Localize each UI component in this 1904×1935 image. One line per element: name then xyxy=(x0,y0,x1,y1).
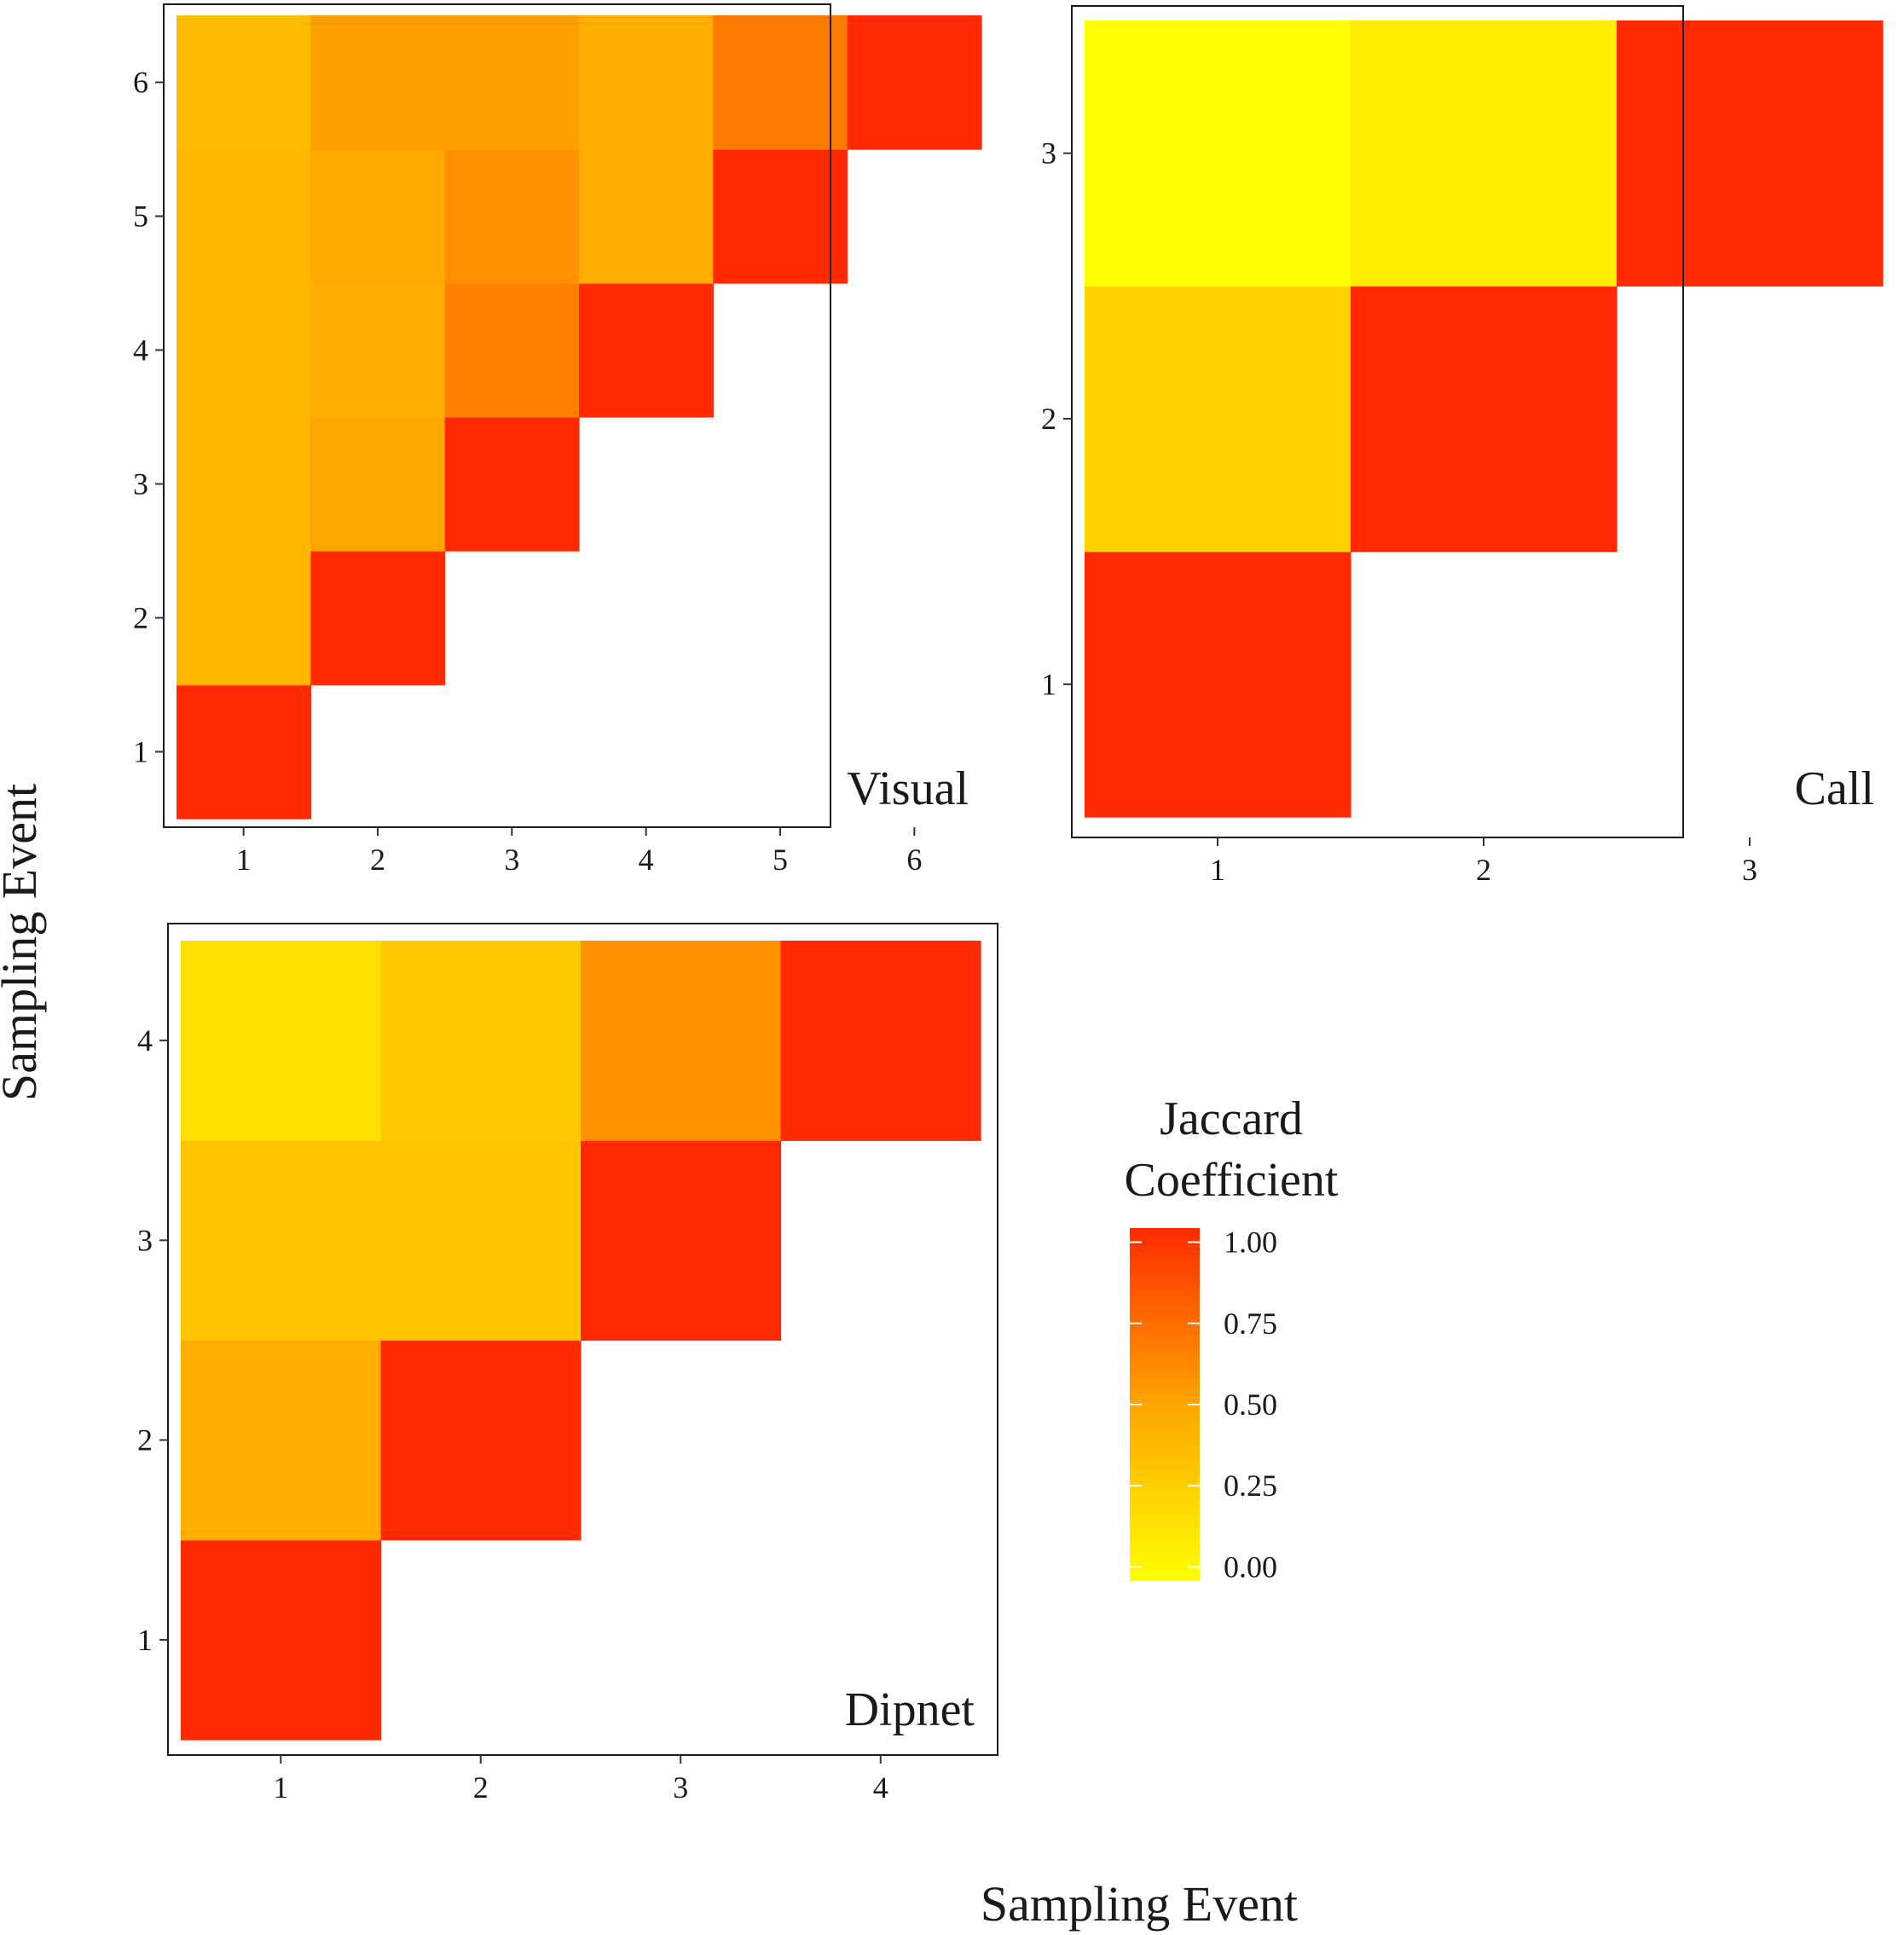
legend-label-0.00: 0.00 xyxy=(1224,1550,1277,1584)
ytick-label-dipnet-2: 2 xyxy=(137,1423,153,1457)
cell-visual-3-6 xyxy=(444,15,580,150)
xtick-label-dipnet-4: 4 xyxy=(873,1770,888,1805)
cell-visual-3-3 xyxy=(444,417,580,552)
panel-label-dipnet: Dipnet xyxy=(845,1683,975,1736)
panel-border-call xyxy=(1071,5,1684,838)
xtick-label-visual-1: 1 xyxy=(236,843,252,877)
cell-visual-5-6 xyxy=(713,15,848,150)
cell-call-2-3 xyxy=(1351,20,1618,287)
cell-visual-6-6 xyxy=(847,15,982,150)
legend-label-1.00: 1.00 xyxy=(1224,1225,1277,1260)
panel-dipnet: 1 2 3 4 1 2 3 4 Dipnet xyxy=(137,923,998,1805)
legend-label-0.75: 0.75 xyxy=(1224,1306,1277,1341)
cell-visual-3-5 xyxy=(444,149,580,284)
cell-visual-1-6 xyxy=(177,15,311,150)
cell-dipnet-2-3 xyxy=(380,1140,582,1341)
cell-visual-2-2 xyxy=(310,551,446,686)
legend-label-0.50: 0.50 xyxy=(1224,1388,1277,1422)
ytick-label-visual-6: 6 xyxy=(133,66,148,100)
legend-label-0.25: 0.25 xyxy=(1224,1469,1277,1503)
cell-dipnet-1-4 xyxy=(181,941,382,1141)
cell-visual-3-4 xyxy=(444,283,580,418)
cell-dipnet-1-2 xyxy=(181,1340,382,1541)
cell-dipnet-1-1 xyxy=(181,1539,382,1741)
ytick-label-visual-3: 3 xyxy=(133,467,148,501)
y-axis-title: Sampling Event xyxy=(0,784,47,1101)
panel-call: 1 2 3 1 2 3 Call xyxy=(1041,5,1884,887)
ytick-label-dipnet-4: 4 xyxy=(137,1023,153,1057)
cell-dipnet-2-4 xyxy=(380,941,582,1141)
legend-title-line1: Jaccard xyxy=(1160,1092,1303,1145)
cell-dipnet-3-3 xyxy=(581,1140,782,1341)
xtick-label-call-1: 1 xyxy=(1210,853,1225,887)
cell-visual-1-3 xyxy=(177,417,311,552)
xtick-label-dipnet-3: 3 xyxy=(673,1770,688,1805)
cell-dipnet-2-2 xyxy=(380,1340,582,1541)
cell-visual-4-5 xyxy=(579,149,714,284)
cell-visual-1-4 xyxy=(177,283,311,418)
cell-visual-1-2 xyxy=(177,551,311,686)
xtick-label-call-3: 3 xyxy=(1742,853,1757,887)
cell-visual-2-5 xyxy=(310,149,446,284)
cell-visual-2-3 xyxy=(310,417,446,552)
legend-title-line2: Coefficient xyxy=(1125,1154,1339,1207)
ytick-label-call-1: 1 xyxy=(1041,667,1056,701)
panel-border-dipnet xyxy=(167,923,998,1756)
cell-call-1-3 xyxy=(1085,20,1351,287)
cell-visual-4-4 xyxy=(579,283,714,418)
xtick-label-visual-2: 2 xyxy=(370,843,385,877)
ytick-label-dipnet-3: 3 xyxy=(137,1223,153,1257)
xtick-label-visual-3: 3 xyxy=(504,843,519,877)
xtick-label-dipnet-2: 2 xyxy=(473,1770,489,1805)
ytick-label-visual-2: 2 xyxy=(133,601,148,635)
ytick-label-dipnet-1: 1 xyxy=(137,1623,153,1657)
xtick-label-visual-4: 4 xyxy=(639,843,654,877)
panel-visual: 1 2 3 4 5 6 1 2 3 4 5 6 Visual xyxy=(133,3,982,877)
cell-call-1-2 xyxy=(1085,286,1351,553)
cell-visual-4-6 xyxy=(579,15,714,150)
cell-visual-2-4 xyxy=(310,283,446,418)
panel-border-visual xyxy=(163,3,831,828)
ytick-label-visual-1: 1 xyxy=(133,735,148,769)
xtick-label-visual-6: 6 xyxy=(906,843,922,877)
cell-call-2-2 xyxy=(1351,286,1618,553)
xtick-label-dipnet-1: 1 xyxy=(273,1770,288,1805)
panel-label-visual: Visual xyxy=(847,762,969,815)
ytick-label-call-3: 3 xyxy=(1041,136,1056,171)
cell-visual-2-6 xyxy=(310,15,446,150)
cell-visual-5-5 xyxy=(713,149,848,284)
cell-call-3-3 xyxy=(1617,20,1884,287)
ytick-label-visual-4: 4 xyxy=(133,333,148,368)
xtick-label-visual-5: 5 xyxy=(773,843,788,877)
legend-ticks: 1.00 0.75 0.50 0.25 0.00 xyxy=(1130,1225,1277,1584)
panel-label-call: Call xyxy=(1795,762,1874,815)
legend: Jaccard Coefficient 1.00 0.75 0.50 0.25 0.00 xyxy=(1125,1092,1339,1584)
cell-dipnet-3-4 xyxy=(581,941,782,1141)
x-axis-title: Sampling Event xyxy=(981,1876,1298,1932)
panels: 1 2 3 4 5 6 1 2 3 4 5 6 Visual 1 2 3 1 2 3 Call 1 2 3 4 1 2 3 4 Dipn… xyxy=(133,3,1884,1805)
cell-call-1-1 xyxy=(1085,551,1351,818)
cell-visual-1-1 xyxy=(177,685,311,820)
ytick-label-visual-5: 5 xyxy=(133,200,148,234)
cell-dipnet-1-3 xyxy=(181,1140,382,1341)
cell-visual-1-5 xyxy=(177,149,311,284)
ytick-label-call-2: 2 xyxy=(1041,402,1056,436)
cell-dipnet-4-4 xyxy=(780,941,981,1141)
xtick-label-call-2: 2 xyxy=(1476,853,1491,887)
